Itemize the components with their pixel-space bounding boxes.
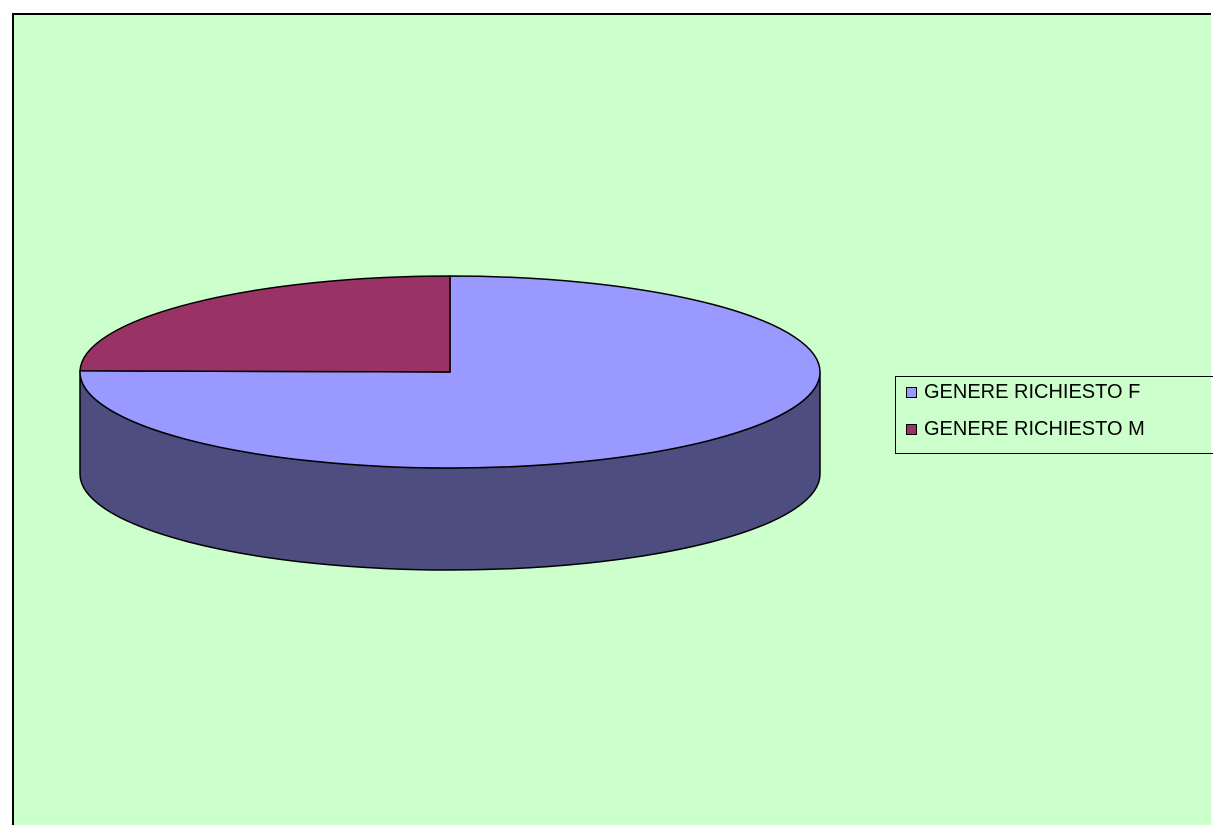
legend-label-f: GENERE RICHIESTO F	[924, 381, 1141, 403]
legend: GENERE RICHIESTO F GENERE RICHIESTO M	[895, 376, 1213, 454]
legend-swatch-m	[906, 424, 917, 435]
legend-label-m: GENERE RICHIESTO M	[924, 418, 1145, 440]
legend-item-m: GENERE RICHIESTO M	[906, 418, 1145, 441]
legend-swatch-f	[906, 387, 917, 398]
pie-slice-genere-richiesto-m	[79, 275, 451, 373]
legend-item-f: GENERE RICHIESTO F	[906, 381, 1140, 404]
pie-slice-genere-richiesto-f	[79, 275, 821, 469]
